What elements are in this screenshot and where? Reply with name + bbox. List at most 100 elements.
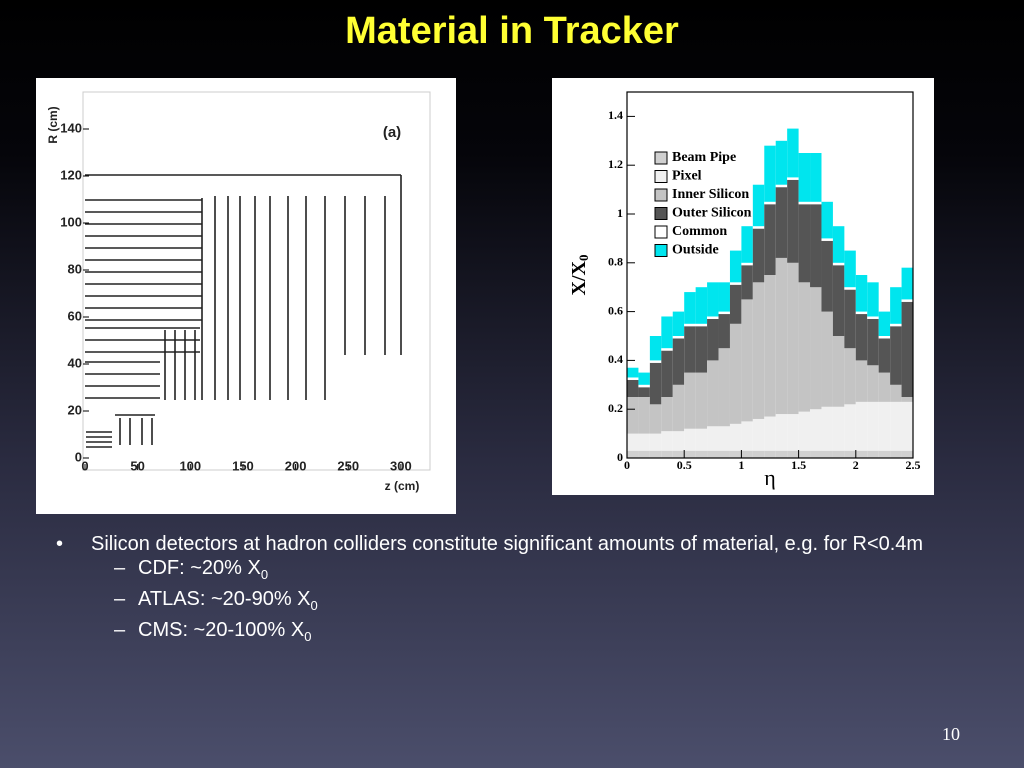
bar-segment <box>695 450 708 458</box>
bar-segment <box>764 416 776 451</box>
bar-segment <box>695 287 708 324</box>
bullet-list: Silicon detectors at hadron colliders co… <box>56 532 976 649</box>
bar-segment <box>787 179 799 263</box>
sub-bullet: ATLAS: ~20-90% X0 <box>56 587 976 618</box>
y-tick-label: 1.4 <box>608 108 623 122</box>
bar-segment <box>649 404 662 434</box>
bar-segment <box>638 450 650 458</box>
y-tick-label: 20 <box>68 402 82 417</box>
legend-label: Beam Pipe <box>672 150 736 165</box>
bar-segment <box>901 397 913 402</box>
bar-segment <box>638 387 650 397</box>
bar-segment <box>775 257 788 415</box>
x-tick-label: 2 <box>853 458 859 472</box>
bar-segment <box>810 204 822 288</box>
bullet: Silicon detectors at hadron colliders co… <box>56 532 976 556</box>
bar-segment <box>672 338 685 385</box>
bar-segment <box>844 287 856 290</box>
bar-segment <box>707 316 719 319</box>
bar-segment <box>752 228 765 283</box>
bar-segment <box>821 311 833 407</box>
bar-segment <box>684 292 696 324</box>
bar-segment <box>787 450 799 458</box>
bar-segment <box>775 184 788 188</box>
bar-segment <box>775 187 788 258</box>
bar-segment <box>867 282 879 317</box>
bar-segment <box>787 128 799 178</box>
bar-segment <box>627 433 639 451</box>
legend-label: Outside <box>672 243 719 258</box>
bar-segment <box>661 397 673 432</box>
bar-segment <box>672 336 685 339</box>
bar-segment <box>832 450 845 458</box>
legend-swatch <box>654 225 668 239</box>
bar-segment <box>661 348 673 351</box>
bar-segment <box>718 282 730 312</box>
bar-segment <box>832 226 845 263</box>
bar-segment <box>867 450 879 458</box>
bar-segment <box>741 421 753 451</box>
bar-segment <box>832 262 845 266</box>
x-tick-label: 1 <box>738 458 744 472</box>
y-tick-label: 1.2 <box>608 157 623 171</box>
histogram <box>627 128 913 458</box>
x-tick-label: 2.5 <box>906 458 921 472</box>
x-tick-label: 0.5 <box>677 458 692 472</box>
y-axis-label-main: X/X <box>568 260 590 295</box>
x-tick-label: 50 <box>130 458 144 473</box>
bar-segment <box>638 384 650 388</box>
bar-segment <box>844 404 856 451</box>
bar-segment <box>695 323 708 327</box>
legend-swatch <box>654 170 668 183</box>
y-tick-label: 100 <box>60 214 82 229</box>
bar-segment <box>729 450 742 458</box>
bar-segment <box>627 397 639 434</box>
bar-segment <box>844 450 856 458</box>
bar-segment <box>890 287 902 324</box>
legend-swatch <box>654 207 668 220</box>
bar-segment <box>638 433 650 451</box>
bar-segment <box>741 299 753 422</box>
bar-segment <box>867 318 879 366</box>
bar-segment <box>718 311 730 315</box>
bar-segment <box>821 450 833 458</box>
bar-segment <box>729 284 742 324</box>
bar-segment <box>810 201 822 205</box>
y-tick-label: 0 <box>617 450 623 464</box>
bar-segment <box>878 450 891 458</box>
bar-segment <box>855 311 868 315</box>
slide-title: Material in Tracker <box>345 10 679 52</box>
bar-segment <box>787 262 799 415</box>
bar-segment <box>729 423 742 451</box>
bar-segment <box>695 372 708 429</box>
bar-segment <box>878 336 891 339</box>
bar-segment <box>844 250 856 288</box>
legend-swatch <box>654 188 668 202</box>
bar-segment <box>661 431 673 451</box>
bar-segment <box>810 153 822 202</box>
bar-segment <box>661 450 673 458</box>
y-tick-label: 80 <box>68 261 82 276</box>
bar-segment <box>798 450 811 458</box>
bar-segment <box>672 450 685 458</box>
y-tick-label: 0.2 <box>608 401 623 415</box>
x-tick-label: 250 <box>337 458 359 473</box>
y-tick-label: 120 <box>60 167 82 182</box>
bar-segment <box>707 426 719 451</box>
bar-segment <box>810 450 822 458</box>
bar-segment <box>707 282 719 317</box>
bar-segment <box>787 414 799 451</box>
bar-segment <box>832 265 845 336</box>
legend-label: Pixel <box>672 169 702 184</box>
figure-a-frame <box>82 91 431 471</box>
bar-segment <box>901 450 913 458</box>
bar-segment <box>810 409 822 451</box>
bar-segment <box>775 414 788 451</box>
bar-segment <box>901 267 913 300</box>
y-tick-label: 0 <box>75 449 82 464</box>
y-tick-label: 0.8 <box>608 255 623 269</box>
bar-segment <box>707 318 719 361</box>
bar-segment <box>832 336 845 407</box>
legend-label: Outer Silicon <box>672 206 752 221</box>
bar-segment <box>752 418 765 451</box>
